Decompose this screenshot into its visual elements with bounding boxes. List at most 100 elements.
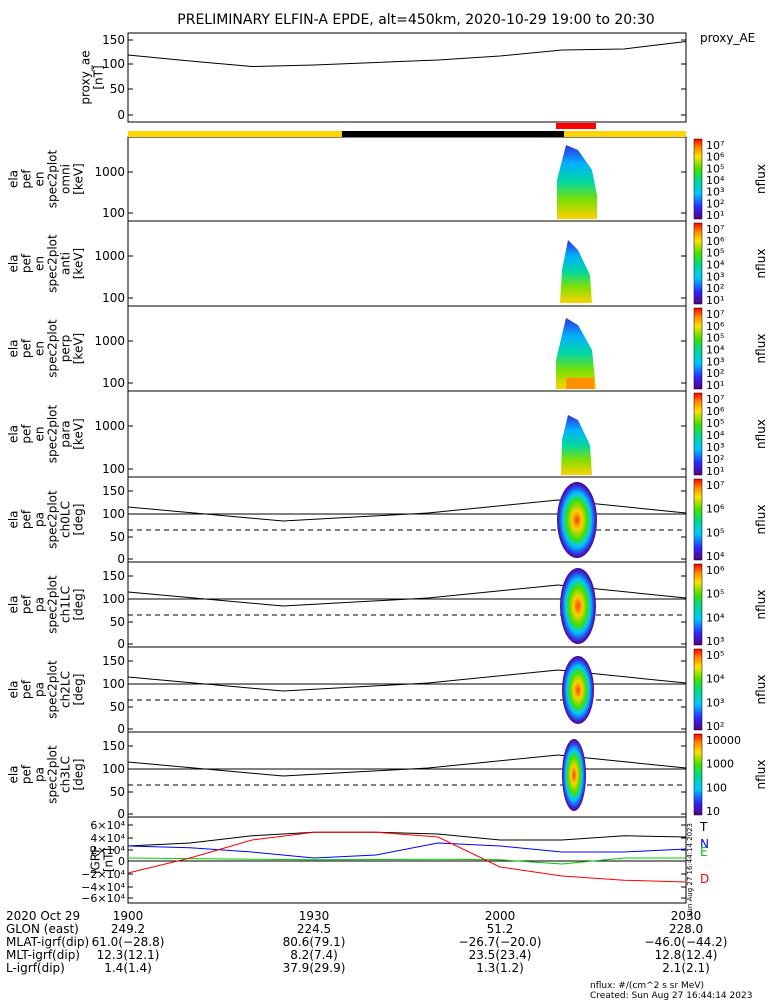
colorbar-tick-label: 10⁵ [706, 332, 724, 345]
bottom-row-label: MLT-igrf(dip) [6, 948, 80, 962]
colorbar-gradient [693, 222, 703, 305]
colorbar-tick-label: 10⁵ [706, 417, 724, 430]
panel-frame [127, 136, 687, 222]
y-axis-label: ela [7, 254, 21, 272]
colorbar-tick-label: 10⁴ [706, 673, 725, 686]
y-axis-label: spec2plot [46, 660, 60, 719]
colorbar-tick-label: 10² [706, 367, 724, 380]
colorbar-tick-label: 10⁴ [706, 611, 725, 624]
y-axis-label: [keV] [72, 248, 86, 279]
footprint-curve [127, 754, 687, 777]
panel-frame [127, 731, 687, 818]
colorbar-tick-label: 10¹ [706, 465, 724, 478]
bottom-value: 12.3(12.1) [97, 948, 160, 962]
bottom-value: 1.3(1.2) [476, 961, 524, 975]
y-tick-label: 100 [102, 57, 125, 71]
y-axis-label: spec2plot [46, 575, 60, 634]
colorbar-tick-label: 100 [706, 781, 727, 794]
bottom-value: 2030 [671, 909, 702, 923]
y-axis-label: [deg] [72, 759, 86, 791]
colorbar-gradient [693, 733, 703, 816]
colorbar-label: nflux [754, 334, 768, 364]
y-tick-label: 100 [102, 462, 125, 476]
y-axis-label: ch1LC [59, 586, 73, 623]
panel-ae: 150 100 50 0 proxy_ae [nT] proxy_AE [79, 31, 755, 123]
y-tick-label: 50 [110, 530, 125, 544]
colorbar-tick-label: 10⁷ [706, 139, 724, 152]
y-axis-label: pef [20, 764, 34, 784]
panel-frame [127, 646, 687, 733]
colorbar-tick-label: 10³ [706, 355, 724, 368]
y-tick-label: 100 [102, 677, 125, 691]
colorbar-tick-label: 10⁷ [706, 308, 724, 321]
y-axis-label: pef [20, 424, 34, 444]
y-tick-label: 150 [102, 654, 125, 668]
y-tick-label: 50 [110, 82, 125, 96]
y-tick-label: 0 [117, 108, 125, 122]
colorbar-tick-label: 10¹ [706, 209, 724, 222]
igrf-line-D [127, 831, 687, 883]
y-axis-label: en [33, 341, 47, 356]
colorbar-gradient [693, 563, 703, 646]
colorbar-gradient [693, 392, 703, 476]
y-axis-label: spec2plot [46, 745, 60, 804]
bottom-value: 2.1(2.1) [662, 961, 710, 975]
y-axis-label: [deg] [72, 589, 86, 621]
y-tick-label: 100 [102, 592, 125, 606]
footprint-curve [127, 584, 687, 607]
science-zone-bar [556, 123, 596, 129]
colorbar-tick-label: 10³ [706, 186, 724, 199]
panel-frame [127, 32, 687, 123]
colorbar-tick-label: 10 [706, 805, 720, 818]
colorbar-tick-label: 10⁶ [706, 564, 725, 577]
y-axis-label: ela [7, 765, 21, 783]
y-axis-label: proxy_ae [79, 50, 93, 104]
colorbar-ch0: 10⁷ 10⁶ 10⁵ 10⁴ nflux [693, 478, 768, 563]
colorbar-ch1: 10⁶ 10⁵ 10⁴ 10³ nflux [693, 563, 768, 648]
panel-frame [127, 390, 687, 478]
colorbar-tick-label: 10² [706, 720, 724, 733]
y-axis-label: en [33, 172, 47, 187]
y-tick-label: −4×10⁴ [81, 881, 125, 894]
y-axis-label: anti [59, 252, 73, 275]
colorbar-tick-label: 10⁶ [706, 320, 725, 333]
colorbar-tick-label: 10⁴ [706, 344, 725, 357]
y-axis-label: ela [7, 425, 21, 443]
colorbar-gradient [693, 648, 703, 731]
right-label: proxy_AE [700, 31, 755, 45]
colorbar-tick-label: 10⁴ [706, 429, 725, 442]
y-axis-label: pef [20, 509, 34, 529]
colorbar-tick-label: 10³ [706, 696, 724, 709]
y-axis-label: en [33, 256, 47, 271]
colorbar-tick-label: 10⁵ [706, 588, 724, 601]
y-axis-label: spec2plot [46, 149, 60, 208]
y-axis-label: ela [7, 595, 21, 613]
y-tick-label: 100 [102, 762, 125, 776]
y-axis-label: ch3LC [59, 756, 73, 793]
igrf-legend-N: N [700, 837, 709, 851]
colorbar-tick-label: 10⁴ [706, 259, 725, 272]
y-axis-label: pef [20, 594, 34, 614]
y-axis-label: pa [33, 767, 47, 782]
spectrogram-data [556, 145, 597, 811]
bottom-row-label: 2020 Oct 29 [6, 909, 80, 923]
y-tick-label: 0 [118, 855, 125, 868]
y-axis-label: ela [7, 680, 21, 698]
y-axis-label: spec2plot [46, 234, 60, 293]
y-tick-label: 100 [102, 206, 125, 220]
y-tick-label: 0 [117, 807, 125, 821]
colorbar-label: nflux [754, 675, 768, 705]
bottom-value: 80.6(79.1) [283, 935, 346, 949]
y-tick-label: 100 [102, 507, 125, 521]
y-axis-label: [keV] [72, 163, 86, 194]
panel-anti: 1000 100 ela pef en spec2plot anti [keV] [7, 220, 687, 307]
colorbar-label: nflux [754, 164, 768, 194]
y-axis-label: spec2plot [46, 490, 60, 549]
igrf-line-T [127, 831, 687, 847]
y-axis-label: para [59, 420, 73, 447]
bottom-value: 12.8(12.4) [655, 948, 718, 962]
bottom-value: 228.0 [669, 922, 703, 936]
colorbar-gradient [693, 478, 703, 561]
